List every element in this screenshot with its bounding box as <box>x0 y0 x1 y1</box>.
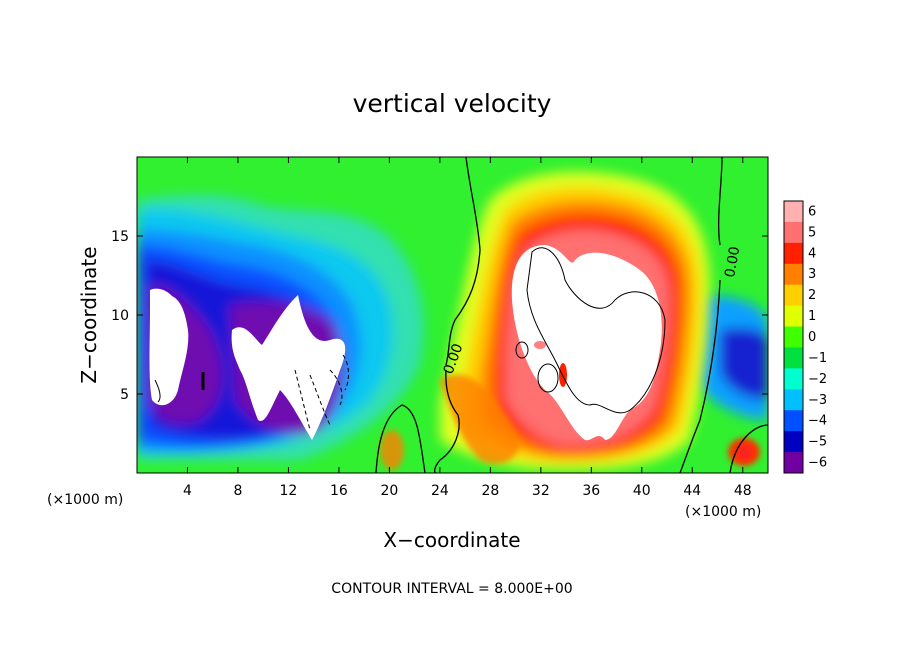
colorbar: 6 5 4 3 2 1 0 −1 −2 −3 −4 −5 −6 <box>783 200 827 474</box>
x-tick-label: 8 <box>233 483 242 499</box>
plot-area: 0.00 0.00 <box>137 157 768 473</box>
contour-zero <box>375 404 426 473</box>
x-tick-label: 44 <box>683 483 701 499</box>
colorbar-swatch <box>784 201 803 223</box>
colorbar-swatch <box>784 410 803 432</box>
x-tick-label: 48 <box>734 483 752 499</box>
colorbar-label: −6 <box>808 456 827 471</box>
colorbar-swatch <box>784 221 803 244</box>
colorbar-label: −3 <box>808 393 827 408</box>
colorbar-swatch <box>784 284 803 307</box>
colorbar-swatch <box>784 326 803 348</box>
colorbar-label: −1 <box>808 351 827 366</box>
contour-label: 0.00 <box>722 245 743 278</box>
x-tick-label: 28 <box>481 483 499 499</box>
colorbar-label: 1 <box>808 309 816 324</box>
colorbar-swatch <box>784 305 803 328</box>
colorbar-swatch <box>784 368 803 390</box>
contour-zero <box>729 424 768 473</box>
x-tick-label: 4 <box>183 483 192 499</box>
x-tick-label: 20 <box>380 483 398 499</box>
contour-lines <box>154 157 768 473</box>
colorbar-label: −2 <box>808 372 827 387</box>
x-tick-label: 32 <box>532 483 550 499</box>
x-tick-label: 16 <box>330 483 348 499</box>
contour-zero <box>445 157 481 366</box>
colorbar-swatch <box>784 389 803 411</box>
colorbar-label: 2 <box>808 288 816 303</box>
x-unit-label-left: (×1000 m) <box>47 492 123 508</box>
colorbar-swatch <box>784 242 803 265</box>
x-unit-label-right: (×1000 m) <box>685 504 761 520</box>
y-axis: 5 10 15 <box>111 229 768 403</box>
y-axis-label: Z−coordinate <box>77 246 101 383</box>
colorbar-label: 3 <box>808 267 816 282</box>
y-tick-label: 15 <box>111 229 129 245</box>
x-axis-label: X−coordinate <box>383 528 520 552</box>
colorbar-label: −4 <box>808 414 827 429</box>
downdraft-cores <box>149 288 346 440</box>
colorbar-swatch <box>784 431 803 453</box>
colorbar-swatch <box>784 347 803 369</box>
colorbar-label: 5 <box>808 225 816 240</box>
colorbar-swatch <box>784 263 803 286</box>
x-tick-label: 12 <box>280 483 298 499</box>
x-tick-label: 40 <box>633 483 651 499</box>
colorbar-frame <box>783 200 804 474</box>
x-tick-label: 24 <box>431 483 449 499</box>
core-spot <box>559 363 567 387</box>
colorbar-label: 0 <box>808 330 816 345</box>
y-tick-label: 5 <box>120 387 129 403</box>
colorbar-label: 4 <box>808 246 816 261</box>
contour-zero <box>679 279 721 473</box>
colorbar-label: −5 <box>808 435 827 450</box>
updraft-streaks <box>380 374 760 470</box>
core-spot <box>534 341 546 349</box>
colorbar-swatch <box>784 452 803 474</box>
x-axis: 4 8 12 16 20 24 28 32 36 40 44 48 <box>183 157 752 499</box>
chart-title: vertical velocity <box>353 89 552 118</box>
contour-interval-note: CONTOUR INTERVAL = 8.000E+00 <box>331 581 572 597</box>
contour-zero <box>433 369 460 473</box>
y-tick-label: 10 <box>111 308 129 324</box>
colorbar-label: 6 <box>808 204 816 219</box>
contour-zero <box>718 157 723 246</box>
x-tick-label: 36 <box>582 483 600 499</box>
